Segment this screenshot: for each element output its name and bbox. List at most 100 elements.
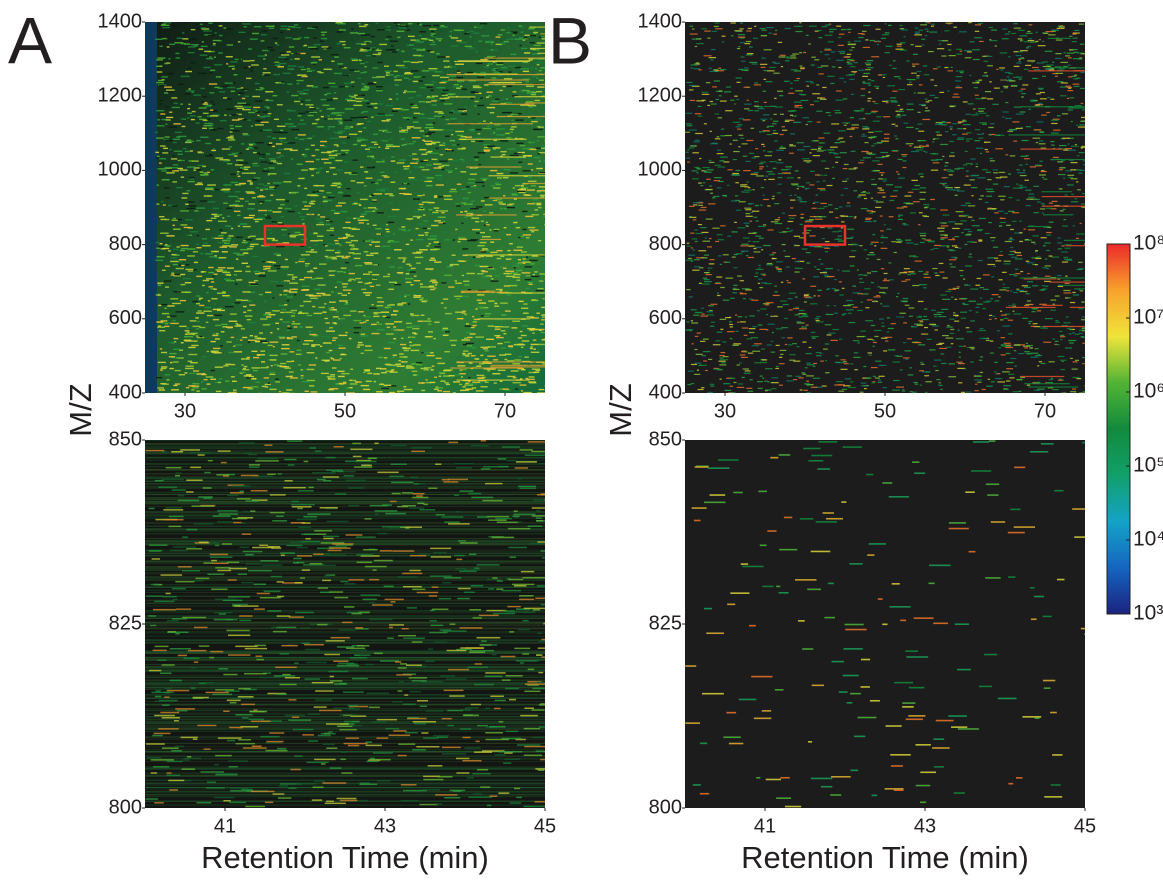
streak — [289, 371, 294, 372]
streak — [514, 510, 518, 512]
streak — [422, 169, 430, 170]
streak — [416, 362, 422, 363]
streak — [145, 755, 545, 756]
streak — [145, 736, 545, 737]
streak — [536, 204, 541, 205]
streak — [316, 126, 324, 127]
streak — [982, 308, 986, 309]
streak — [303, 301, 311, 302]
streak — [375, 208, 378, 209]
streak — [530, 42, 535, 43]
streak — [427, 286, 434, 287]
streak — [508, 547, 527, 549]
streak — [321, 116, 324, 117]
streak — [179, 326, 186, 327]
streak — [331, 54, 339, 55]
streak — [351, 81, 355, 82]
streak — [217, 292, 226, 293]
streak — [291, 53, 293, 54]
streak — [348, 745, 359, 747]
streak — [524, 755, 542, 757]
streak — [412, 641, 423, 643]
streak — [146, 743, 165, 745]
streak — [231, 130, 240, 131]
streak — [226, 630, 249, 632]
streak — [207, 201, 215, 202]
streak — [308, 740, 318, 742]
streak — [522, 577, 545, 579]
streak — [496, 64, 503, 65]
streak — [754, 251, 761, 252]
streak — [280, 52, 285, 53]
heatmap-texture — [145, 440, 565, 809]
streak — [424, 141, 433, 142]
streak — [158, 362, 166, 363]
streak — [480, 72, 486, 73]
streak — [930, 199, 935, 200]
streak — [426, 164, 432, 165]
streak — [507, 376, 515, 377]
streak — [428, 765, 443, 767]
streak — [243, 312, 246, 313]
streak — [320, 346, 322, 347]
streak — [175, 132, 182, 133]
streak — [302, 209, 309, 210]
streak — [376, 184, 379, 185]
streak — [740, 280, 744, 281]
streak — [716, 276, 722, 277]
streak — [526, 256, 528, 257]
streak — [394, 76, 397, 77]
streak — [213, 515, 231, 517]
streak — [145, 624, 545, 625]
streak — [507, 112, 512, 113]
streak — [463, 281, 469, 282]
streak — [701, 207, 707, 208]
streak — [262, 386, 266, 387]
streak — [200, 253, 204, 254]
streak — [189, 177, 195, 178]
streak — [806, 262, 810, 263]
streak — [487, 146, 495, 147]
streak — [475, 265, 480, 266]
streak — [231, 376, 235, 377]
streak — [519, 26, 524, 27]
streak — [459, 139, 527, 140]
streak — [170, 680, 182, 682]
streak — [184, 43, 190, 44]
streak — [255, 382, 260, 383]
streak — [403, 386, 406, 387]
streak — [950, 128, 952, 129]
streak — [485, 204, 493, 205]
streak — [541, 493, 565, 495]
streak — [541, 550, 548, 552]
streak — [813, 155, 820, 156]
streak — [959, 357, 961, 358]
streak — [419, 101, 426, 102]
streak — [497, 335, 500, 336]
streak — [145, 553, 545, 554]
streak — [512, 584, 534, 586]
streak — [251, 791, 274, 793]
streak — [766, 171, 772, 172]
streak — [298, 490, 314, 492]
streak — [197, 151, 202, 152]
streak — [278, 149, 285, 150]
streak — [545, 278, 616, 279]
streak — [495, 98, 499, 99]
streak — [501, 67, 508, 68]
streak — [471, 92, 479, 93]
streak — [412, 497, 428, 499]
streak — [511, 370, 519, 371]
streak — [305, 263, 310, 264]
streak — [269, 142, 272, 143]
streak — [216, 808, 221, 810]
streak — [763, 275, 766, 276]
streak — [475, 101, 479, 102]
streak — [236, 323, 238, 324]
streak — [900, 25, 903, 26]
streak — [444, 521, 459, 523]
streak — [328, 83, 335, 84]
streak — [276, 143, 283, 144]
streak — [161, 304, 167, 305]
streak — [462, 386, 466, 387]
